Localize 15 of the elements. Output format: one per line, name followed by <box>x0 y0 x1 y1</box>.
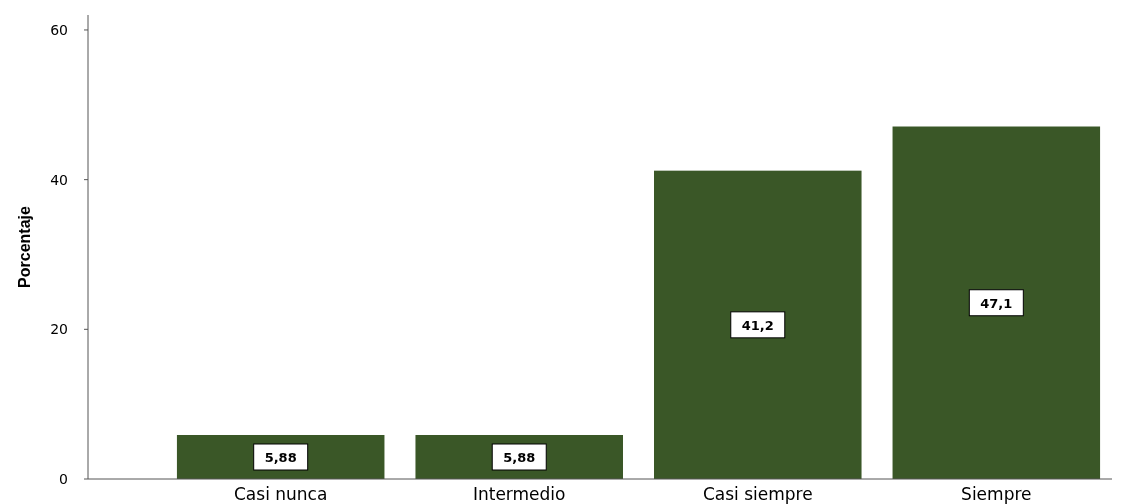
x-tick-label: Casi nunca <box>234 484 328 504</box>
x-tick-label: Casi siempre <box>702 484 813 504</box>
y-tick-label: 40 <box>50 171 68 188</box>
data-label: 41,2 <box>741 317 774 333</box>
data-label: 5,88 <box>503 450 536 465</box>
data-label: 5,88 <box>264 450 297 465</box>
y-axis-title: Porcentaje <box>16 205 33 288</box>
bar <box>654 170 862 479</box>
x-tick-label: Intermedio <box>472 484 566 504</box>
bar <box>892 126 1101 479</box>
y-tick-label: 20 <box>50 321 68 338</box>
data-label: 47,1 <box>980 295 1013 311</box>
y-tick-label: 60 <box>50 21 68 38</box>
x-tick-label: Siempre <box>961 484 1032 504</box>
y-tick-label: 0 <box>59 471 68 487</box>
